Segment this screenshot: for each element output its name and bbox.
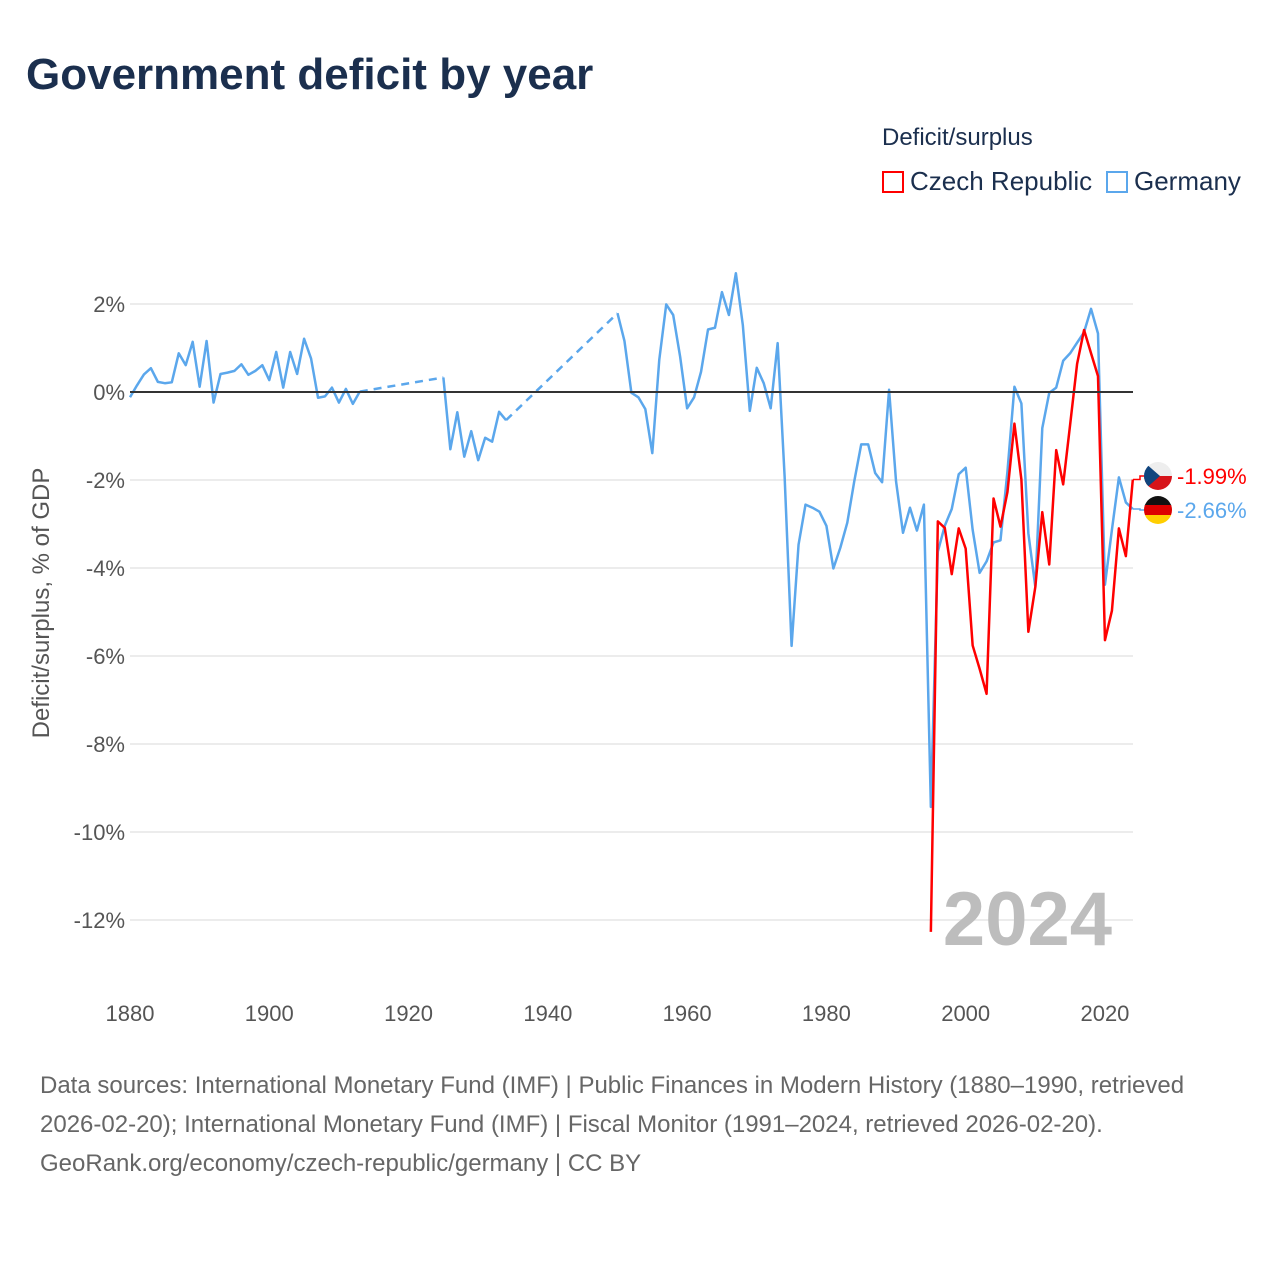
legend-swatch-czech-icon bbox=[882, 170, 904, 193]
series-lines bbox=[128, 271, 1135, 932]
data-sources: Data sources: International Monetary Fun… bbox=[40, 1072, 1185, 1138]
y-tick-label: -12% bbox=[74, 908, 125, 933]
y-tick-label: 0% bbox=[93, 380, 125, 405]
end-connector bbox=[1133, 475, 1146, 481]
legend-swatch-germany-icon bbox=[1106, 170, 1128, 193]
y-tick-label: 2% bbox=[93, 292, 125, 317]
series-line-germany bbox=[442, 377, 508, 462]
x-tick-label: 1880 bbox=[106, 1001, 155, 1026]
legend-label: Czech Republic bbox=[910, 166, 1093, 196]
legend-item-czech-republic[interactable]: Czech Republic bbox=[882, 166, 1092, 197]
series-gap-germany bbox=[505, 312, 619, 422]
year-watermark: 2024 bbox=[943, 877, 1112, 962]
gridlines bbox=[130, 303, 1133, 921]
credit-link[interactable]: GeoRank.org/economy/czech-republic/germa… bbox=[40, 1150, 642, 1177]
series-line-germany bbox=[616, 271, 1134, 809]
series-line-germany bbox=[128, 337, 361, 406]
legend-label: Germany bbox=[1134, 166, 1241, 196]
x-tick-labels: 1880 1900 1920 1940 1960 1980 2000 2020 bbox=[106, 1001, 1130, 1026]
end-labels: -1.99% -2.66% bbox=[1133, 462, 1247, 524]
legend-item-germany[interactable]: Germany bbox=[1106, 166, 1241, 197]
y-tick-label: -4% bbox=[86, 556, 125, 581]
x-tick-label: 2020 bbox=[1080, 1001, 1129, 1026]
y-tick-label: -2% bbox=[86, 468, 125, 493]
footer: Data sources: International Monetary Fun… bbox=[40, 1066, 1240, 1183]
x-tick-label: 2000 bbox=[941, 1001, 990, 1026]
germany-flag-icon bbox=[1144, 496, 1172, 524]
czech-flag-icon bbox=[1144, 462, 1172, 490]
end-value-label: -2.66% bbox=[1177, 498, 1247, 523]
line-chart: 2% 0% -2% -4% -6% -8% -10% -12% 1880 1900 1920 194… bbox=[74, 271, 1247, 1026]
series-line-czech-republic bbox=[929, 328, 1135, 932]
x-tick-label: 1940 bbox=[523, 1001, 572, 1026]
legend-title: Deficit/surplus bbox=[882, 124, 1033, 151]
x-tick-label: 1900 bbox=[245, 1001, 294, 1026]
x-tick-label: 1920 bbox=[384, 1001, 433, 1026]
x-tick-label: 1980 bbox=[802, 1001, 851, 1026]
y-tick-label: -10% bbox=[74, 820, 125, 845]
y-tick-label: -8% bbox=[86, 732, 125, 757]
end-connector bbox=[1133, 508, 1146, 511]
chart-title: Government deficit by year bbox=[26, 50, 594, 99]
end-value-label: -1.99% bbox=[1177, 464, 1247, 489]
series-gap-germany bbox=[359, 376, 444, 393]
y-tick-labels: 2% 0% -2% -4% -6% -8% -10% -12% bbox=[74, 292, 125, 933]
x-tick-label: 1960 bbox=[663, 1001, 712, 1026]
y-tick-label: -6% bbox=[86, 644, 125, 669]
